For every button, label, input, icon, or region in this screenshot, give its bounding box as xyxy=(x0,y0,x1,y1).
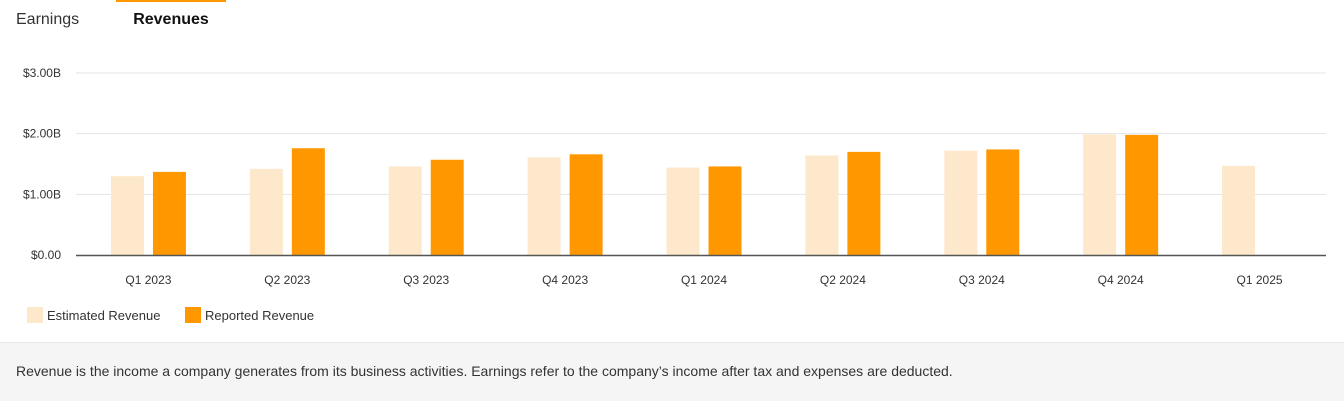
x-tick-label: Q1 2023 xyxy=(125,273,171,287)
bar-reported xyxy=(847,151,881,255)
legend-swatch-estimated xyxy=(27,307,43,323)
bar-estimated xyxy=(249,168,283,255)
x-tick-label: Q1 2025 xyxy=(1237,273,1283,287)
x-tick-label: Q2 2023 xyxy=(264,273,310,287)
bar-estimated xyxy=(527,157,561,255)
tab-bar: Earnings Revenues xyxy=(0,0,1344,40)
x-tick-label: Q4 2023 xyxy=(542,273,588,287)
legend-swatch-reported xyxy=(185,307,201,323)
bar-estimated xyxy=(110,176,144,255)
bar-reported xyxy=(708,166,742,255)
bar-reported xyxy=(291,148,325,255)
x-tick-label: Q3 2024 xyxy=(959,273,1005,287)
active-tab-indicator xyxy=(116,0,226,2)
x-tick-label: Q1 2024 xyxy=(681,273,727,287)
bar-reported xyxy=(152,171,186,255)
bar-estimated xyxy=(1083,134,1117,255)
bar-estimated xyxy=(1222,165,1256,255)
bar-estimated xyxy=(944,150,978,255)
revenue-bar-chart: $0.00 $1.00B $2.00B $3.00B Q1 2023 Q2 2023 Q3 … xyxy=(23,66,1326,287)
y-tick-label: $3.00B xyxy=(23,66,61,80)
x-tick-label: Q3 2023 xyxy=(403,273,449,287)
bar-estimated xyxy=(805,155,839,255)
tab-revenues[interactable]: Revenues xyxy=(133,11,209,28)
y-tick-label: $2.00B xyxy=(23,127,61,141)
bar-estimated xyxy=(388,166,422,255)
bar-reported xyxy=(1125,134,1159,255)
bar-reported xyxy=(986,149,1020,255)
bar-reported xyxy=(430,159,464,255)
legend-label-estimated: Estimated Revenue xyxy=(47,308,161,323)
legend-label-reported: Reported Revenue xyxy=(205,308,315,323)
y-tick-label: $0.00 xyxy=(31,248,61,262)
bar-reported xyxy=(569,154,603,255)
footer-text: Revenue is the income a company generate… xyxy=(16,363,953,379)
y-tick-label: $1.00B xyxy=(23,187,61,201)
footer-note: Revenue is the income a company generate… xyxy=(0,342,1344,401)
tab-earnings[interactable]: Earnings xyxy=(16,11,80,28)
x-tick-label: Q2 2024 xyxy=(820,273,866,287)
bar-estimated xyxy=(666,167,700,255)
x-tick-label: Q4 2024 xyxy=(1098,273,1144,287)
